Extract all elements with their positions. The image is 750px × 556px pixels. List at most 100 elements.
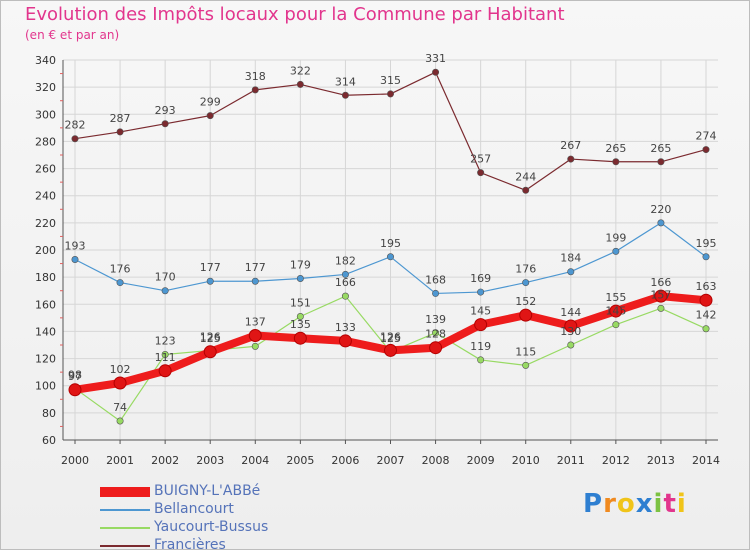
data-label-buigny-l-abbe-2011: 144 <box>560 306 581 319</box>
data-point-yaucourt-bussus-2004 <box>251 342 259 350</box>
chart-title: Evolution des Impôts locaux pour la Comm… <box>25 4 565 25</box>
y-tick-label-160: 160 <box>35 298 56 311</box>
data-label-yaucourt-bussus-2009: 119 <box>470 340 491 353</box>
data-label-francieres-2007: 315 <box>380 74 401 87</box>
data-label-yaucourt-bussus-2011: 130 <box>560 325 581 338</box>
data-label-francieres-2002: 293 <box>155 104 176 117</box>
data-point-francieres-2011 <box>567 155 575 163</box>
data-point-bellancourt-2000 <box>71 255 79 263</box>
data-point-bellancourt-2005 <box>296 274 304 282</box>
legend-swatch-yaucourt-bussus <box>100 527 150 529</box>
data-point-bellancourt-2011 <box>567 268 575 276</box>
y-tick-label-60: 60 <box>42 434 56 447</box>
data-point-francieres-2006 <box>341 91 349 99</box>
y-tick-label-240: 240 <box>35 190 56 203</box>
data-point-francieres-2013 <box>657 158 665 166</box>
data-label-francieres-2003: 299 <box>200 96 221 109</box>
y-tick-label-120: 120 <box>35 353 56 366</box>
data-point-francieres-2008 <box>432 68 440 76</box>
data-label-buigny-l-abbe-2005: 135 <box>290 318 311 331</box>
data-label-yaucourt-bussus-2001: 74 <box>113 401 127 414</box>
data-point-francieres-2009 <box>477 169 485 177</box>
x-tick-label-2013: 2013 <box>647 454 675 467</box>
data-label-bellancourt-2009: 169 <box>470 272 491 285</box>
data-label-yaucourt-bussus-2002: 123 <box>155 335 176 348</box>
data-label-bellancourt-2013: 220 <box>650 203 671 216</box>
data-point-buigny-l-abbe-2001 <box>113 376 127 390</box>
data-label-bellancourt-2010: 176 <box>515 263 536 276</box>
data-point-buigny-l-abbe-2012 <box>609 304 623 318</box>
data-label-francieres-2004: 318 <box>245 70 266 83</box>
data-point-francieres-2014 <box>702 146 710 154</box>
data-label-buigny-l-abbe-2008: 128 <box>425 328 446 341</box>
data-label-bellancourt-2006: 182 <box>335 254 356 267</box>
data-label-francieres-2013: 265 <box>650 142 671 155</box>
data-point-yaucourt-bussus-2009 <box>477 356 485 364</box>
data-label-yaucourt-bussus-2003: 126 <box>200 330 221 343</box>
x-tick-label-2003: 2003 <box>196 454 224 467</box>
data-point-yaucourt-bussus-2008 <box>432 329 440 337</box>
x-tick-label-2008: 2008 <box>422 454 450 467</box>
data-label-bellancourt-2002: 170 <box>155 271 176 284</box>
data-label-bellancourt-2004: 177 <box>245 261 266 274</box>
x-tick-label-2012: 2012 <box>602 454 630 467</box>
x-tick-label-2011: 2011 <box>557 454 585 467</box>
data-label-francieres-2011: 267 <box>560 139 581 152</box>
data-label-yaucourt-bussus-2012: 145 <box>605 305 626 318</box>
data-label-buigny-l-abbe-2009: 145 <box>470 305 491 318</box>
data-point-francieres-2010 <box>522 186 530 194</box>
data-label-francieres-2000: 282 <box>65 119 86 132</box>
data-label-bellancourt-2012: 199 <box>605 231 626 244</box>
data-label-yaucourt-bussus-2008: 139 <box>425 313 446 326</box>
data-point-buigny-l-abbe-2008 <box>429 341 443 355</box>
data-point-bellancourt-2010 <box>522 279 530 287</box>
legend-swatch-buigny <box>100 487 150 497</box>
data-point-buigny-l-abbe-2010 <box>519 308 533 322</box>
data-point-yaucourt-bussus-2005 <box>296 312 304 320</box>
data-label-bellancourt-2000: 193 <box>65 240 86 253</box>
x-tick-label-2002: 2002 <box>151 454 179 467</box>
data-label-francieres-2014: 274 <box>696 130 717 143</box>
data-point-buigny-l-abbe-2005 <box>293 331 307 345</box>
data-label-buigny-l-abbe-2006: 133 <box>335 321 356 334</box>
legend-swatch-francieres <box>100 545 150 547</box>
legend-label-bellancourt: Bellancourt <box>154 501 234 517</box>
data-point-bellancourt-2008 <box>432 289 440 297</box>
data-point-buigny-l-abbe-2014 <box>699 293 713 307</box>
x-tick-label-2000: 2000 <box>61 454 89 467</box>
data-point-yaucourt-bussus-2010 <box>522 361 530 369</box>
data-point-yaucourt-bussus-2006 <box>341 292 349 300</box>
data-point-buigny-l-abbe-2011 <box>564 319 578 333</box>
data-point-bellancourt-2002 <box>161 287 169 295</box>
data-label-bellancourt-2014: 195 <box>696 237 717 250</box>
data-point-bellancourt-2004 <box>251 277 259 285</box>
y-tick-label-100: 100 <box>35 380 56 393</box>
y-tick-label-140: 140 <box>35 325 56 338</box>
data-point-francieres-2004 <box>251 86 259 94</box>
proxiti-logo: Proxiti <box>583 489 687 519</box>
y-tick-label-340: 340 <box>35 54 56 67</box>
data-point-yaucourt-bussus-2013 <box>657 304 665 312</box>
data-point-buigny-l-abbe-2003 <box>203 345 217 359</box>
data-point-buigny-l-abbe-2006 <box>338 334 352 348</box>
data-label-yaucourt-bussus-2005: 151 <box>290 297 311 310</box>
x-tick-label-2006: 2006 <box>331 454 359 467</box>
data-point-yaucourt-bussus-2012 <box>612 321 620 329</box>
data-label-buigny-l-abbe-2007: 126 <box>380 330 401 343</box>
data-label-bellancourt-2003: 177 <box>200 261 221 274</box>
legend-label-francieres: Francières <box>154 537 226 553</box>
data-point-francieres-2012 <box>612 158 620 166</box>
data-point-francieres-2007 <box>386 90 394 98</box>
data-point-buigny-l-abbe-2004 <box>248 329 262 342</box>
y-tick-label-80: 80 <box>42 407 56 420</box>
data-point-buigny-l-abbe-2007 <box>384 343 397 357</box>
y-tick-label-180: 180 <box>35 271 56 284</box>
data-point-bellancourt-2007 <box>386 253 394 261</box>
x-tick-label-2004: 2004 <box>241 454 269 467</box>
data-point-bellancourt-2012 <box>612 247 620 255</box>
y-tick-label-320: 320 <box>35 81 56 94</box>
data-point-francieres-2003 <box>206 112 214 120</box>
legend-label-buigny: BUIGNY-L'ABBé <box>154 483 261 499</box>
data-point-buigny-l-abbe-2013 <box>654 289 668 303</box>
